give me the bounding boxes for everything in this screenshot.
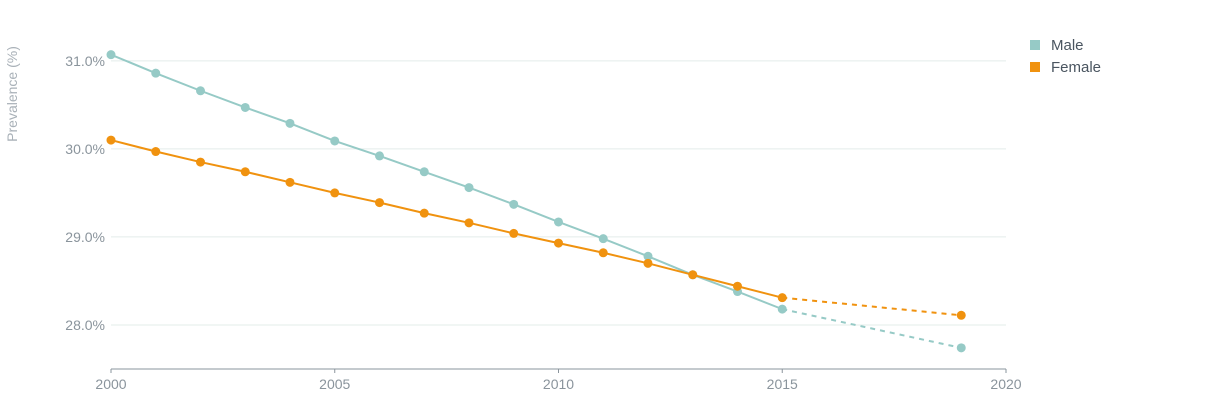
grid-lines [111,60,1006,326]
data-point-female[interactable] [464,218,474,228]
data-point-male[interactable] [643,251,653,261]
data-point-male[interactable] [106,50,116,60]
data-point-male[interactable] [419,167,429,177]
data-point-female[interactable] [375,198,384,208]
data-point-male[interactable] [777,304,787,314]
legend: Male Female [1030,34,1101,78]
y-tick-label: 29.0% [65,229,105,245]
data-point-female[interactable] [151,147,161,157]
data-point-female[interactable] [777,293,787,303]
x-tick-label: 2000 [95,376,126,392]
data-point-female[interactable] [285,177,295,187]
series-line-male [110,53,783,311]
series-projection-line-male [782,308,962,349]
legend-label-male: Male [1051,36,1084,54]
x-tick-label: 2015 [767,376,798,392]
y-tick-label: 28.0% [65,317,105,333]
legend-item-female[interactable]: Female [1030,56,1101,78]
data-point-male[interactable] [509,199,519,209]
data-point-male[interactable] [240,102,250,112]
legend-item-male[interactable]: Male [1030,34,1101,56]
data-point-female[interactable] [240,167,250,177]
data-point-male[interactable] [598,234,608,244]
data-point-female[interactable] [733,281,742,291]
data-point-female[interactable] [106,135,116,145]
series-layer [106,50,966,353]
y-tick-label: 31.0% [65,53,105,69]
series-projection-line-female [782,296,962,317]
data-point-male[interactable] [196,86,205,96]
data-point-female[interactable] [688,270,698,280]
series-female [106,135,966,320]
data-point-female[interactable] [196,157,205,167]
legend-label-female: Female [1051,58,1102,76]
legend-swatch-male [1030,40,1040,50]
data-point-female[interactable] [419,208,429,218]
projection-point-male[interactable] [956,343,966,353]
data-point-female[interactable] [554,238,563,248]
legend-swatch-female [1030,62,1040,72]
data-point-female[interactable] [330,188,340,198]
data-point-female[interactable] [598,248,608,258]
y-axis-title: Prevalence (%) [4,46,20,142]
y-axis-ticks: 28.0% 29.0% 30.0% 31.0% [65,53,105,333]
data-point-female[interactable] [509,228,519,238]
y-tick-label: 30.0% [65,141,105,157]
data-point-male[interactable] [330,136,340,146]
projection-point-female[interactable] [956,310,966,320]
x-axis-ticks: 2000 2005 2010 2015 2020 [95,369,1022,392]
x-tick-label: 2010 [543,376,574,392]
data-point-female[interactable] [643,258,653,268]
x-tick-label: 2005 [319,376,350,392]
x-tick-label: 2020 [990,376,1021,392]
data-point-male[interactable] [554,217,563,227]
data-point-male[interactable] [375,151,384,161]
data-point-male[interactable] [464,183,474,193]
data-point-male[interactable] [285,118,295,128]
series-male [106,50,966,353]
series-line-female [110,139,783,299]
data-point-male[interactable] [151,68,161,78]
